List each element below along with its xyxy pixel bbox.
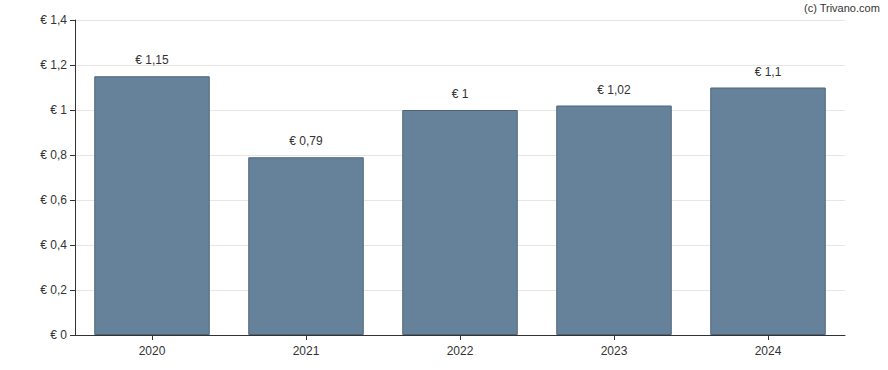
svg-text:€ 0,2: € 0,2 — [40, 283, 67, 297]
svg-text:€ 1: € 1 — [50, 103, 67, 117]
svg-text:€ 0,8: € 0,8 — [40, 148, 67, 162]
svg-text:€ 0: € 0 — [50, 328, 67, 342]
svg-text:€ 1,4: € 1,4 — [40, 13, 67, 27]
svg-text:2020: 2020 — [139, 344, 166, 358]
svg-text:2021: 2021 — [293, 344, 320, 358]
svg-text:2024: 2024 — [755, 344, 782, 358]
svg-text:€ 1,1: € 1,1 — [755, 65, 782, 79]
svg-text:€ 0,79: € 0,79 — [289, 134, 323, 148]
svg-text:€ 0,6: € 0,6 — [40, 193, 67, 207]
svg-text:(c) Trivano.com: (c) Trivano.com — [804, 2, 880, 14]
svg-text:€ 1: € 1 — [452, 87, 469, 101]
svg-text:€ 0,4: € 0,4 — [40, 238, 67, 252]
svg-text:€ 1,2: € 1,2 — [40, 58, 67, 72]
svg-text:2022: 2022 — [447, 344, 474, 358]
svg-text:2023: 2023 — [601, 344, 628, 358]
svg-text:€ 1,02: € 1,02 — [597, 83, 631, 97]
svg-text:€ 1,15: € 1,15 — [135, 53, 169, 67]
